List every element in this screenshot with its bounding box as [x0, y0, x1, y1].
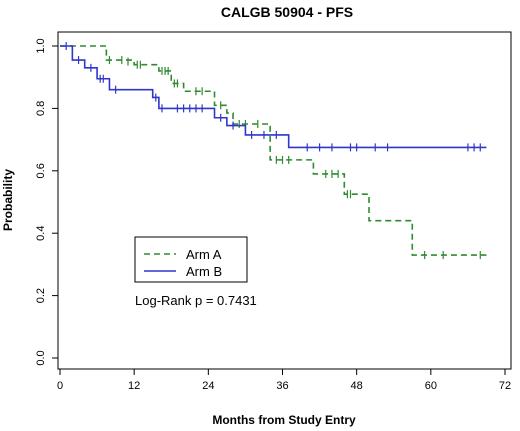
legend-label-arm-a: Arm A — [186, 247, 222, 262]
x-tick-label: 60 — [425, 380, 437, 392]
x-tick-label: 24 — [202, 380, 214, 392]
y-axis-label: Probability — [1, 169, 15, 231]
x-tick-label: 48 — [351, 380, 363, 392]
chart-title: CALGB 50904 - PFS — [221, 4, 353, 20]
series-arm-a — [60, 45, 487, 260]
x-tick-label: 72 — [499, 380, 511, 392]
log-rank-annotation: Log-Rank p = 0.7431 — [135, 293, 257, 308]
series-layer — [60, 42, 487, 260]
x-tick-label: 0 — [57, 380, 63, 392]
y-tick-label: 0.4 — [35, 226, 47, 241]
plot-frame — [57, 31, 512, 370]
x-axis-label: Months from Study Entry — [212, 413, 356, 427]
y-tick-label: 0.8 — [35, 101, 47, 116]
x-axis: 0 12 24 36 48 60 72 — [57, 369, 511, 392]
legend: Arm A Arm B — [134, 236, 248, 283]
y-tick-label: 0.2 — [35, 288, 47, 303]
series-arm-b — [60, 42, 487, 152]
y-tick-label: 0.6 — [35, 163, 47, 178]
y-tick-label: 0.0 — [35, 350, 47, 365]
x-tick-label: 36 — [276, 380, 288, 392]
survival-curve-arm-b — [60, 45, 487, 149]
x-tick-label: 12 — [128, 380, 140, 392]
y-tick-label: 1.0 — [35, 38, 47, 53]
legend-box — [134, 236, 248, 283]
legend-label-arm-b: Arm B — [186, 264, 222, 279]
survival-curve-arm-a — [60, 45, 487, 256]
y-axis: 0.0 0.2 0.4 0.6 0.8 1.0 — [35, 38, 58, 366]
